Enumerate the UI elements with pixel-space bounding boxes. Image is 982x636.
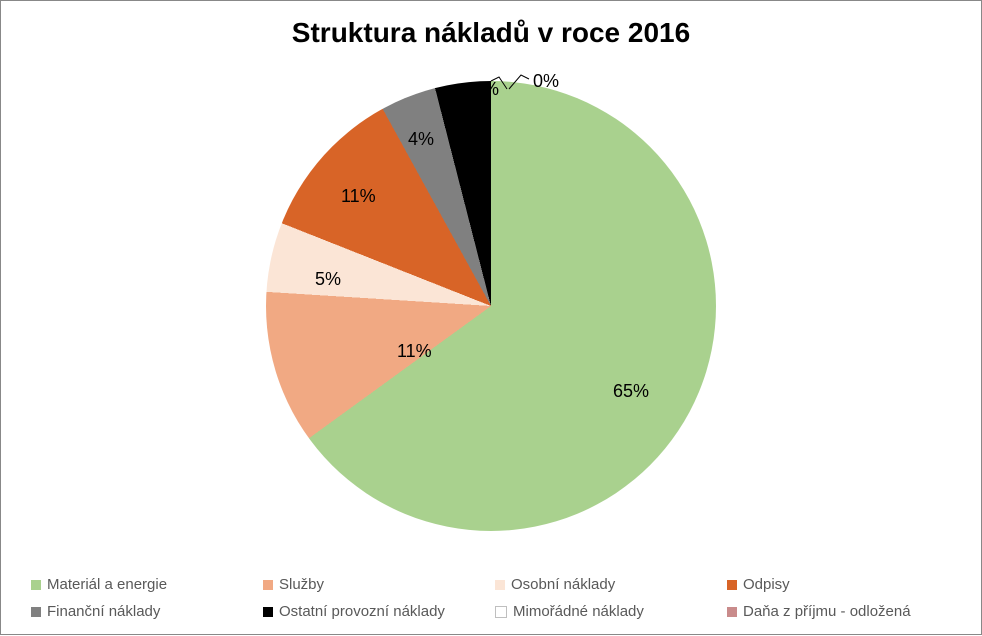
slice-label-3: 11% — [341, 186, 376, 207]
legend-item-2: Osobní náklady — [495, 576, 719, 593]
legend-label-2: Osobní náklady — [511, 576, 615, 593]
legend-label-5: Ostatní provozní náklady — [279, 603, 445, 620]
legend-label-7: Daňa z příjmu - odložená — [743, 603, 911, 620]
slice-label-6: 0% — [473, 79, 499, 100]
legend-swatch-7 — [727, 607, 737, 617]
legend-item-1: Služby — [263, 576, 487, 593]
legend-label-0: Materiál a energie — [47, 576, 167, 593]
legend-label-3: Odpisy — [743, 576, 790, 593]
slice-label-5: 4% — [463, 111, 489, 132]
pie-chart — [266, 81, 716, 531]
slice-label-4: 4% — [408, 129, 434, 150]
legend-swatch-3 — [727, 580, 737, 590]
legend-swatch-1 — [263, 580, 273, 590]
legend-item-0: Materiál a energie — [31, 576, 255, 593]
legend-label-4: Finanční náklady — [47, 603, 160, 620]
legend-label-6: Mimořádné náklady — [513, 603, 644, 620]
legend-item-7: Daňa z příjmu - odložená — [727, 603, 951, 620]
slice-label-1: 11% — [397, 341, 432, 362]
legend-swatch-0 — [31, 580, 41, 590]
slice-label-0: 65% — [613, 381, 649, 402]
chart-title: Struktura nákladů v roce 2016 — [1, 17, 981, 49]
slice-label-7: 0% — [533, 71, 559, 92]
slice-label-2: 5% — [315, 269, 341, 290]
legend-swatch-6 — [495, 606, 507, 618]
legend-item-6: Mimořádné náklady — [495, 603, 719, 620]
legend-swatch-5 — [263, 607, 273, 617]
legend-item-5: Ostatní provozní náklady — [263, 603, 487, 620]
chart-container: Struktura nákladů v roce 2016 65% 11% 5%… — [0, 0, 982, 635]
legend-swatch-2 — [495, 580, 505, 590]
legend-item-4: Finanční náklady — [31, 603, 255, 620]
legend: Materiál a energie Služby Osobní náklady… — [31, 576, 951, 620]
legend-label-1: Služby — [279, 576, 324, 593]
pie-wrap — [266, 81, 716, 531]
legend-swatch-4 — [31, 607, 41, 617]
legend-item-3: Odpisy — [727, 576, 951, 593]
